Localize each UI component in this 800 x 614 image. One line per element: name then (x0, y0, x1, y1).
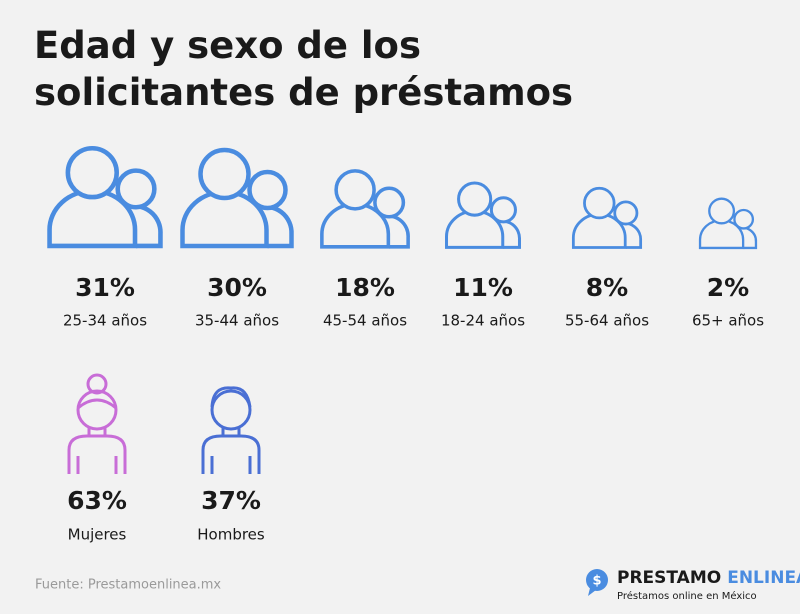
back-person-head (247, 169, 288, 211)
front-person-head (583, 186, 616, 220)
people-icon (698, 197, 758, 250)
percent-label: 8% (586, 273, 628, 302)
percent-label: 2% (707, 273, 749, 302)
front-person-head (708, 197, 736, 225)
logo-symbol: $ (592, 574, 601, 589)
people-icon (571, 186, 643, 249)
hair (210, 386, 252, 408)
back-person-head (613, 200, 639, 226)
front-person-head (334, 169, 376, 211)
arms (76, 456, 118, 474)
head (210, 389, 252, 431)
arms (210, 456, 252, 474)
age-label: 25-34 años (63, 312, 147, 330)
logo-icon (586, 569, 608, 591)
people-icon (180, 147, 294, 249)
percent-label: 37% (201, 486, 261, 515)
back-person-head (733, 208, 755, 230)
age-label: 18-24 años (441, 312, 525, 330)
hair-bun (86, 373, 108, 395)
source: Fuente: Prestamoenlinea.mx (35, 578, 221, 593)
shoulders (201, 434, 261, 474)
head (76, 389, 118, 431)
title: Edad y sexo de los solicitantes de prést… (34, 24, 574, 114)
percent-label: 11% (453, 273, 513, 302)
percent-label: 31% (75, 273, 135, 302)
front-person-head (457, 181, 493, 217)
woman-icon (67, 373, 127, 474)
age-label: 55-64 años (565, 312, 649, 330)
back-person-head (115, 168, 157, 210)
brand-name-2: ENLINEA (727, 568, 800, 588)
percent-label: 18% (335, 273, 395, 302)
age-label: 35-44 años (195, 312, 279, 330)
percent-label: 63% (67, 486, 127, 515)
hair (77, 398, 117, 410)
brand-tagline: Préstamos online en México (617, 590, 757, 602)
man-icon (201, 386, 261, 474)
people-icon (445, 181, 521, 249)
front-person-head (65, 145, 119, 200)
age-label: 65+ años (692, 312, 764, 330)
back-person-head (489, 196, 517, 224)
gender-label: Mujeres (68, 526, 127, 544)
shoulders (67, 434, 127, 474)
brand-name: PRESTAMO ENLINEA (617, 568, 800, 588)
percent-label: 30% (207, 273, 267, 302)
age-label: 45-54 años (323, 312, 407, 330)
back-person-head (373, 186, 406, 219)
brand-name-1: PRESTAMO (617, 568, 721, 588)
front-person-head (198, 147, 251, 201)
gender-label: Hombres (197, 526, 265, 544)
brand-logo: $ (586, 569, 608, 596)
logo-tail (588, 588, 596, 596)
people-icon (320, 169, 410, 249)
people-icon (47, 145, 163, 249)
